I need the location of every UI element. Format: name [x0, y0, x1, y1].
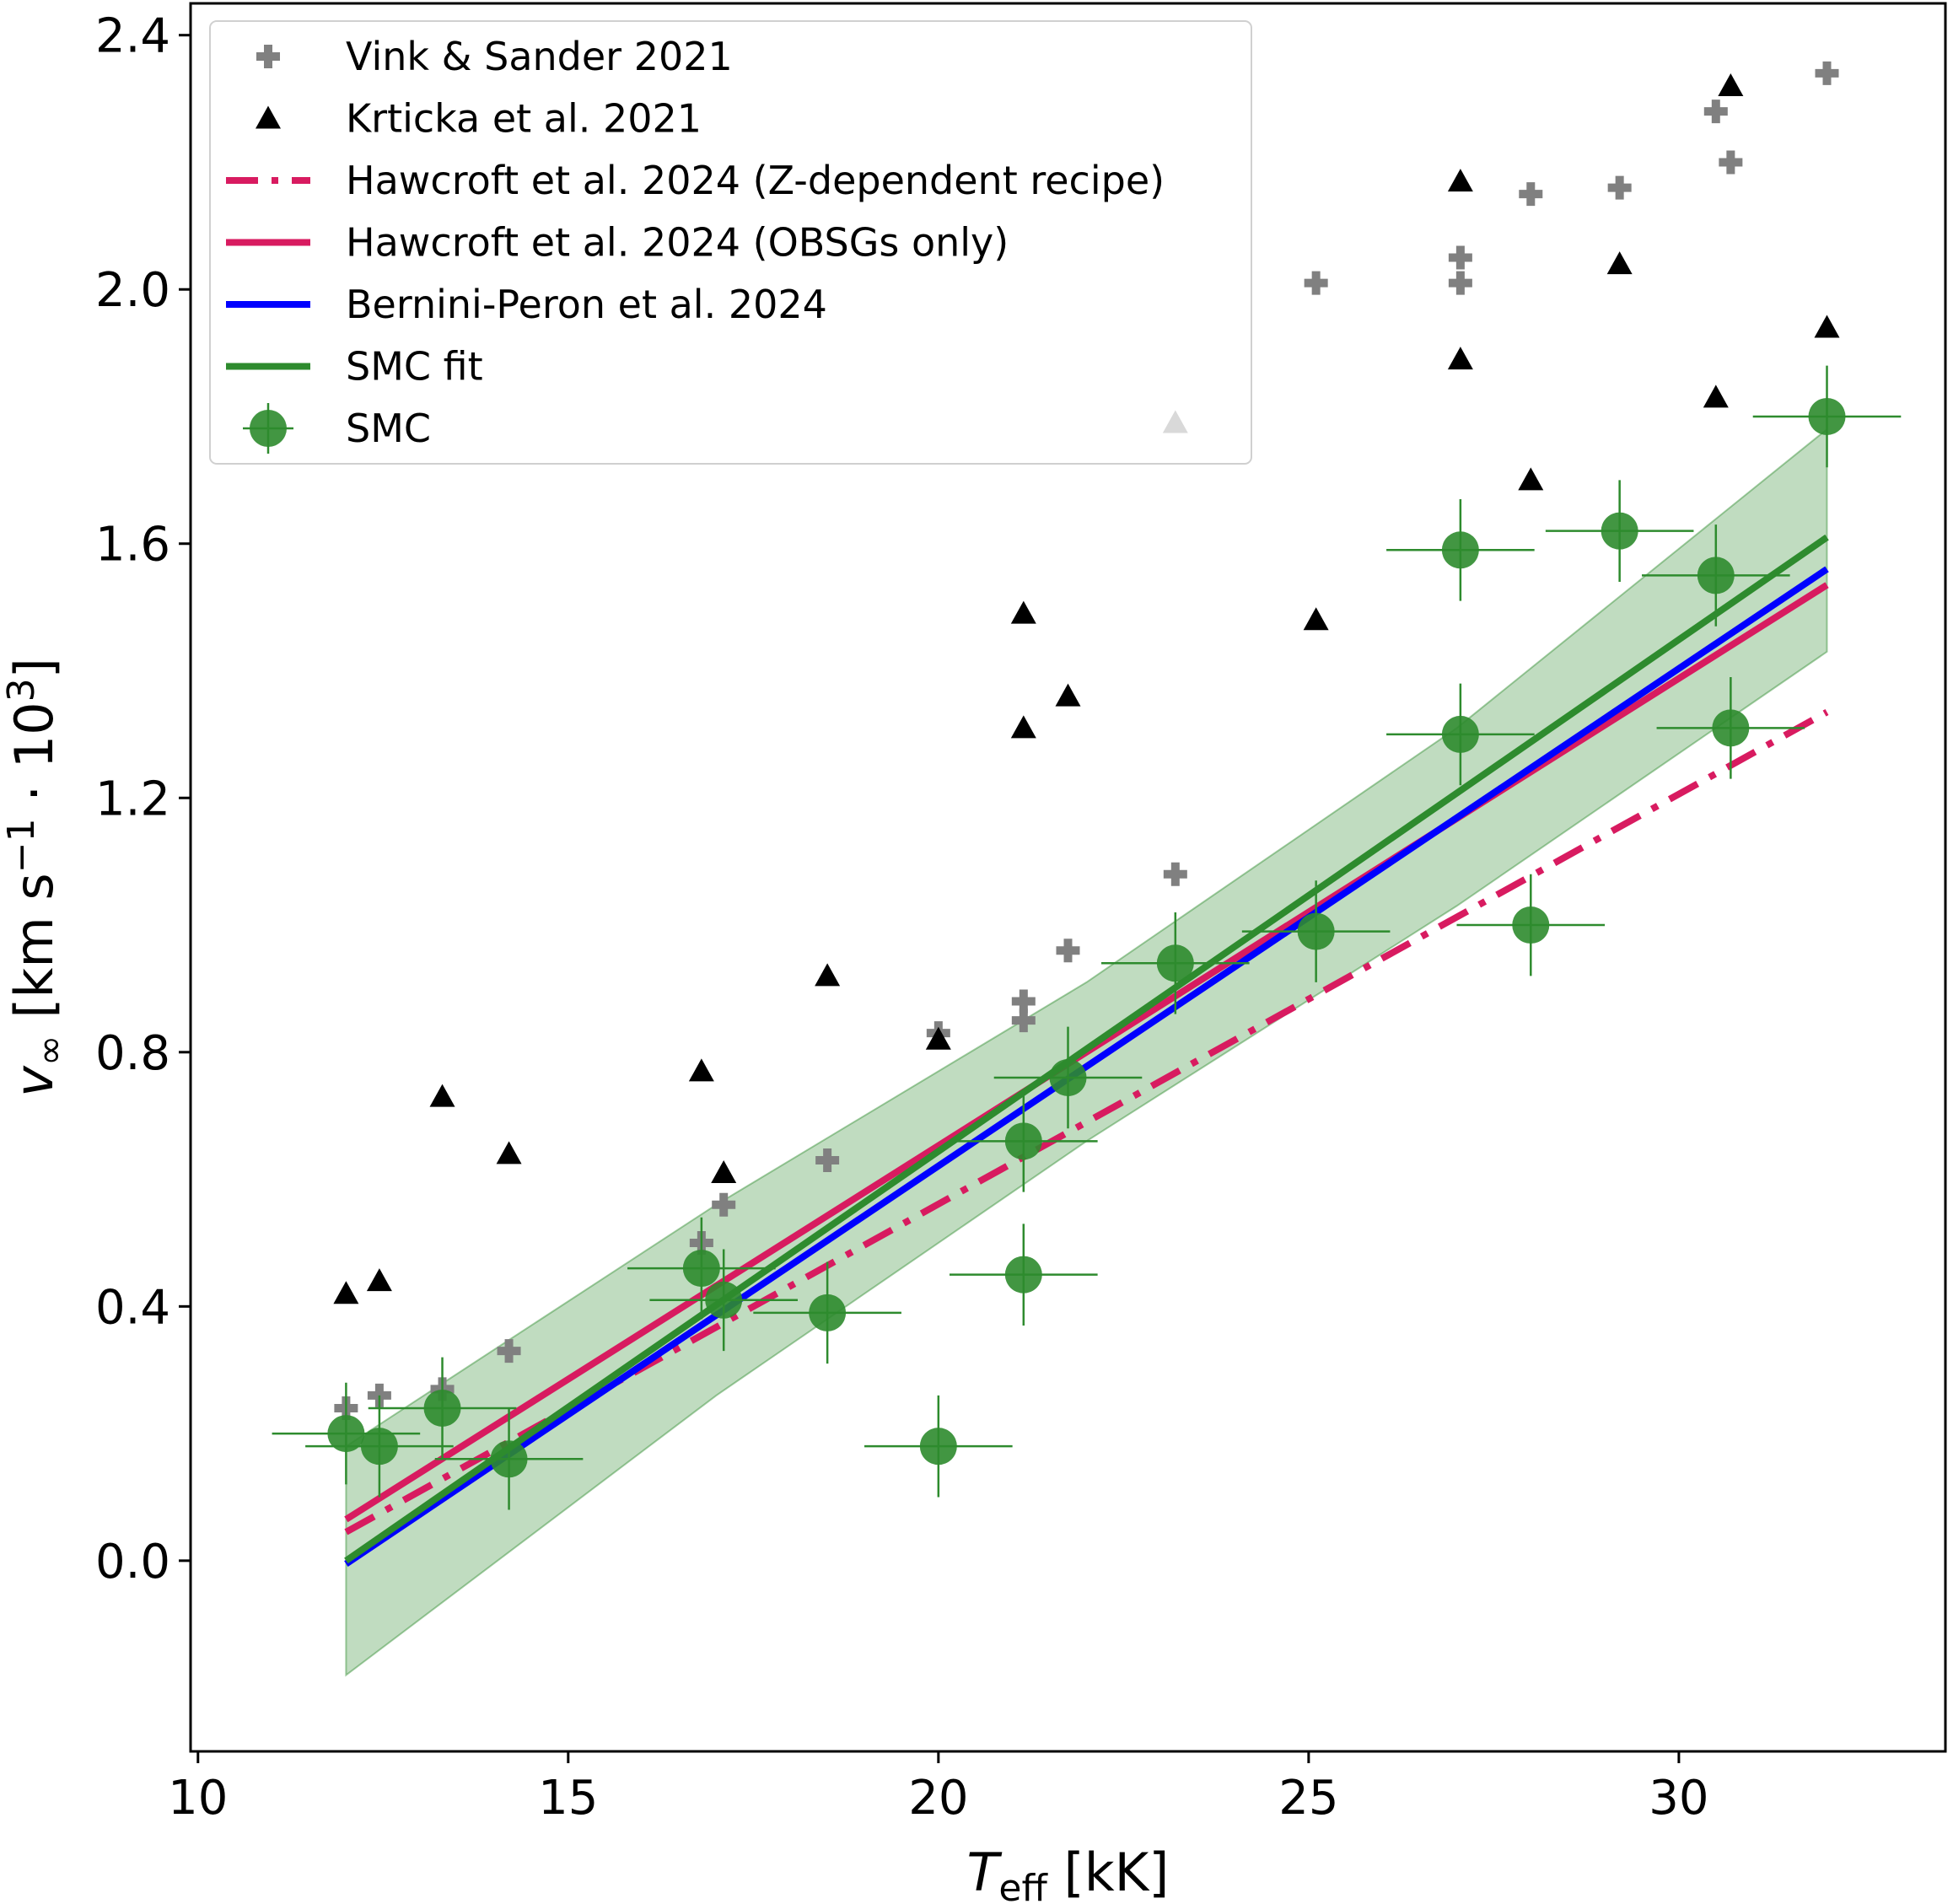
smc-point-17: [1697, 557, 1735, 594]
x-axis-ticks: 10 15 20 25 30: [168, 1751, 1709, 1826]
y-axis-label-main: v: [3, 1065, 65, 1097]
krticka-point-18: [1718, 73, 1744, 96]
smc-point-1: [360, 1428, 398, 1466]
krticka-point-1: [366, 1268, 392, 1292]
krticka-point-14: [1447, 347, 1473, 370]
plot-frame: [189, 2, 1947, 1753]
legend-box: [209, 20, 1252, 465]
vink-sander-point-16: [1607, 175, 1632, 200]
smc-point-6: [809, 1294, 847, 1331]
krticka-point-13: [1447, 169, 1473, 192]
krticka-point-10: [1055, 683, 1081, 707]
y-tick-label-4: 1.6: [95, 518, 170, 573]
legend-handle-1: [256, 105, 281, 129]
vink-sander-point-9: [1011, 1008, 1036, 1033]
vink-sander-point-12: [1304, 271, 1328, 295]
fit-lines-layer: [344, 534, 1829, 1567]
legend-label-2: Hawcroft et al. 2024 (Z-dependent recipe…: [346, 158, 1165, 203]
smc-point-9: [1004, 1256, 1042, 1294]
smc-point-8: [1004, 1122, 1042, 1160]
krticka-point-4: [688, 1058, 714, 1082]
vink-sander-point-14: [1448, 245, 1472, 270]
x-axis-label-main: T: [967, 1842, 1003, 1903]
krticka-point-5: [711, 1160, 737, 1184]
fit-line-2: [344, 566, 1829, 1567]
x-axis-label-sub: eff: [998, 1867, 1048, 1904]
legend: Vink & Sander 2021 Krticka et al. 2021 Haw…: [209, 20, 1252, 465]
y-tick-label-3: 1.2: [95, 772, 170, 826]
y-axis-label-unit-exp: −1: [0, 818, 43, 873]
smc-point-14: [1441, 531, 1479, 569]
legend-handle-0: [256, 45, 280, 68]
x-tick-label-0: 10: [168, 1771, 228, 1826]
smc-point-18: [1712, 709, 1750, 747]
y-tick-label-0: 0.0: [95, 1535, 170, 1589]
y-tick-label-5: 2.0: [95, 263, 170, 318]
x-tick-label-4: 30: [1649, 1771, 1708, 1826]
smc-point-11: [1156, 944, 1194, 982]
krticka-point-9: [1010, 715, 1036, 739]
vink-sander-point-6: [815, 1148, 840, 1172]
x-tick-label-3: 25: [1278, 1771, 1338, 1826]
legend-label-3: Hawcroft et al. 2024 (OBSGs only): [346, 220, 1009, 266]
legend-label-6: SMC: [346, 406, 431, 451]
y-tick-label-6: 2.4: [95, 9, 170, 64]
y-tick-label-1: 0.4: [95, 1280, 170, 1335]
y-axis-label-unit-suffix: ]: [3, 658, 65, 678]
y-axis-label-unit-mid: · 10: [3, 702, 65, 818]
y-axis-label-unit-prefix: [km s: [3, 873, 65, 1035]
legend-label-1: Krticka et al. 2021: [346, 96, 702, 142]
x-axis-label: Teff [kK]: [967, 1842, 1170, 1904]
smc-point-12: [1297, 912, 1335, 950]
vink-sander-point-18: [1719, 150, 1743, 175]
smc-point-7: [919, 1428, 957, 1466]
smc-point-5: [705, 1281, 743, 1319]
smc-point-0: [327, 1415, 365, 1453]
krticka-point-16: [1606, 251, 1633, 275]
krticka-point-8: [1010, 600, 1036, 624]
vink-sander-point-19: [1815, 61, 1839, 85]
y-axis-label: v∞ [km s−1 · 103]: [0, 658, 72, 1097]
krticka-point-17: [1703, 385, 1729, 408]
legend-handle-6: [250, 410, 287, 447]
vink-sander-point-3: [497, 1339, 521, 1363]
krticka-point-0: [333, 1281, 359, 1304]
vink-sander-point-11: [1163, 862, 1187, 886]
vink-sander-point-15: [1519, 182, 1543, 207]
krticka-point-3: [496, 1141, 522, 1164]
smc-point-3: [490, 1440, 528, 1478]
x-tick-label-2: 20: [908, 1771, 968, 1826]
krticka-point-15: [1518, 467, 1544, 491]
smc-point-15: [1512, 906, 1550, 944]
legend-label-5: SMC fit: [346, 344, 483, 390]
y-axis-label-unit-exp2: 3: [0, 678, 43, 702]
krticka-point-12: [1303, 607, 1329, 631]
series-2: [272, 365, 1902, 1510]
smc-point-10: [1049, 1058, 1087, 1096]
x-axis-label-unit: [kK]: [1047, 1842, 1170, 1903]
y-tick-label-2: 0.8: [95, 1026, 170, 1081]
y-axis-ticks: 0.0 0.4 0.8 1.2 1.6 2.0 2.4: [95, 9, 191, 1589]
vink-sander-point-13: [1448, 271, 1472, 295]
smc-point-2: [423, 1389, 461, 1427]
krticka-point-7: [925, 1026, 951, 1050]
vink-sander-point-10: [1056, 939, 1080, 963]
smc-point-16: [1601, 512, 1638, 550]
krticka-point-2: [429, 1084, 455, 1107]
vink-sander-point-17: [1703, 100, 1728, 124]
y-axis-label-sub: ∞: [29, 1035, 72, 1066]
legend-label-0: Vink & Sander 2021: [346, 34, 733, 79]
smc-point-19: [1808, 397, 1846, 435]
vink-sander-point-5: [712, 1192, 736, 1217]
legend-label-4: Bernini-Peron et al. 2024: [346, 282, 827, 327]
smc-point-4: [682, 1250, 720, 1288]
x-tick-label-1: 15: [538, 1771, 598, 1826]
krticka-point-6: [815, 963, 841, 987]
smc-point-13: [1441, 715, 1479, 753]
krticka-point-19: [1814, 315, 1840, 338]
fit-line-3: [344, 534, 1829, 1564]
